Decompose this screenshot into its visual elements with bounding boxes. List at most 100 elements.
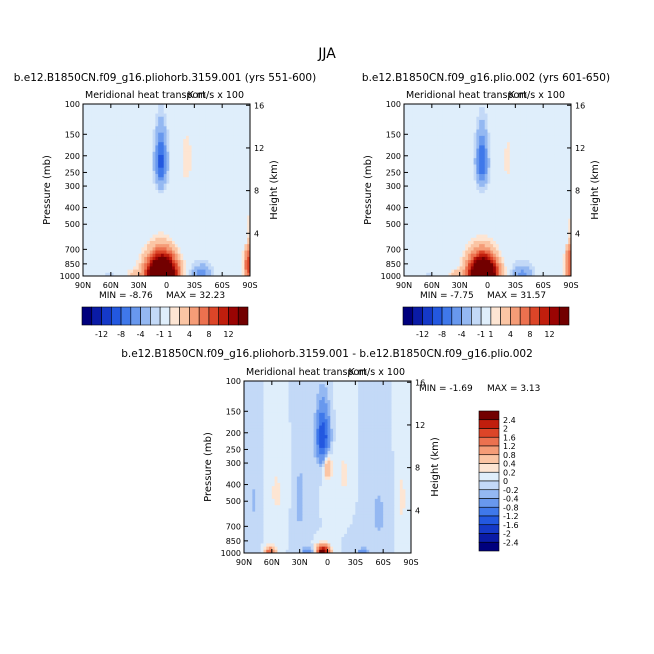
field-cell	[562, 190, 566, 194]
field-cell	[473, 135, 477, 140]
field-cell	[437, 104, 441, 108]
field-cell	[155, 215, 159, 220]
field-cell	[91, 180, 95, 185]
field-cell	[216, 218, 220, 223]
field-cell	[213, 221, 217, 226]
field-cell	[158, 269, 162, 274]
field-cell	[434, 110, 438, 114]
field-cell	[166, 240, 170, 245]
field-cell	[127, 154, 131, 159]
field-cell	[515, 135, 519, 140]
field-cell	[445, 154, 449, 159]
field-cell	[526, 180, 530, 185]
field-cell	[526, 129, 530, 134]
field-cell	[172, 228, 176, 232]
field-cell	[236, 151, 240, 156]
field-cell	[244, 221, 248, 226]
field-cell	[110, 269, 115, 274]
field-cell	[495, 123, 500, 127]
field-cell	[135, 183, 140, 188]
field-cell	[105, 113, 109, 118]
field-cell	[216, 126, 220, 130]
field-cell	[412, 174, 416, 178]
field-cell	[238, 234, 243, 239]
field-cell	[149, 113, 153, 118]
field-cell	[144, 193, 148, 197]
field-cell	[144, 218, 148, 223]
field-cell	[102, 253, 106, 258]
field-cell	[110, 170, 115, 175]
field-cell	[205, 116, 209, 121]
field-cell	[233, 199, 237, 204]
field-cell	[551, 132, 555, 137]
field-cell	[202, 260, 206, 264]
field-cell	[105, 202, 109, 207]
field-cell	[520, 154, 525, 159]
field-cell	[85, 145, 89, 149]
field-cell	[238, 174, 243, 178]
field-cell	[191, 266, 195, 271]
field-cell	[155, 256, 159, 261]
field-cell	[406, 154, 410, 159]
field-cell	[241, 256, 245, 261]
field-cell	[423, 193, 427, 197]
field-cell	[113, 164, 117, 169]
field-cell	[227, 119, 231, 124]
field-cell	[515, 107, 519, 111]
field-cell	[83, 148, 87, 153]
field-cell	[532, 107, 536, 111]
field-cell	[454, 104, 458, 108]
field-cell	[177, 253, 181, 258]
field-cell	[208, 221, 212, 226]
field-cell	[180, 135, 184, 140]
field-cell	[191, 164, 195, 169]
field-cell	[119, 244, 123, 248]
field-cell	[227, 132, 231, 137]
field-cell	[526, 110, 530, 114]
field-cell	[85, 237, 89, 242]
field-cell	[213, 205, 217, 210]
field-cell	[562, 186, 566, 191]
field-cell	[183, 263, 187, 267]
field-cell	[88, 113, 92, 118]
field-cell	[119, 110, 123, 114]
field-cell	[238, 237, 243, 242]
field-cell	[133, 104, 137, 108]
field-cell	[490, 177, 494, 181]
field-cell	[445, 186, 449, 191]
field-cell	[121, 110, 126, 114]
field-cell	[247, 116, 251, 121]
field-cell	[487, 158, 491, 162]
field-cell	[172, 231, 176, 235]
field-cell	[169, 240, 173, 245]
field-cell	[169, 250, 173, 255]
field-cell	[127, 170, 131, 175]
field-cell	[437, 167, 441, 172]
field-cell	[465, 190, 469, 194]
field-cell	[163, 113, 167, 118]
field-cell	[222, 205, 226, 210]
field-cell	[116, 260, 120, 264]
field-cell	[99, 256, 103, 261]
field-cell	[565, 126, 569, 130]
field-cell	[102, 205, 106, 210]
field-cell	[83, 129, 87, 134]
field-cell	[437, 177, 441, 181]
field-cell	[481, 174, 486, 178]
field-cell	[116, 135, 120, 140]
field-cell	[493, 119, 497, 124]
field-cell	[543, 142, 547, 146]
field-cell	[216, 151, 220, 156]
field-cell	[141, 190, 145, 194]
field-cell	[473, 148, 477, 153]
field-cell	[197, 107, 201, 111]
field-cell	[495, 119, 500, 124]
field-cell	[147, 119, 151, 124]
field-cell	[423, 180, 427, 185]
field-cell	[451, 104, 455, 108]
field-cell	[144, 263, 148, 267]
field-cell	[169, 154, 173, 159]
field-cell	[172, 180, 176, 185]
field-cell	[434, 132, 438, 137]
field-cell	[551, 183, 555, 188]
